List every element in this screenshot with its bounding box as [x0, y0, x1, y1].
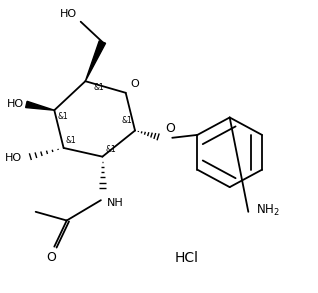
Text: O: O	[130, 79, 139, 89]
Text: &1: &1	[121, 116, 132, 125]
Text: HO: HO	[7, 99, 24, 109]
Text: &1: &1	[65, 136, 76, 145]
Polygon shape	[26, 101, 54, 110]
Text: O: O	[165, 122, 175, 135]
Text: NH: NH	[107, 198, 124, 208]
Text: O: O	[46, 251, 56, 264]
Text: HO: HO	[4, 153, 22, 163]
Text: HCl: HCl	[174, 251, 198, 265]
Text: NH$_2$: NH$_2$	[256, 203, 280, 218]
Polygon shape	[85, 41, 106, 81]
Text: &1: &1	[106, 145, 116, 154]
Text: &1: &1	[58, 112, 68, 121]
Text: &1: &1	[93, 83, 104, 92]
Text: HO: HO	[60, 9, 77, 19]
